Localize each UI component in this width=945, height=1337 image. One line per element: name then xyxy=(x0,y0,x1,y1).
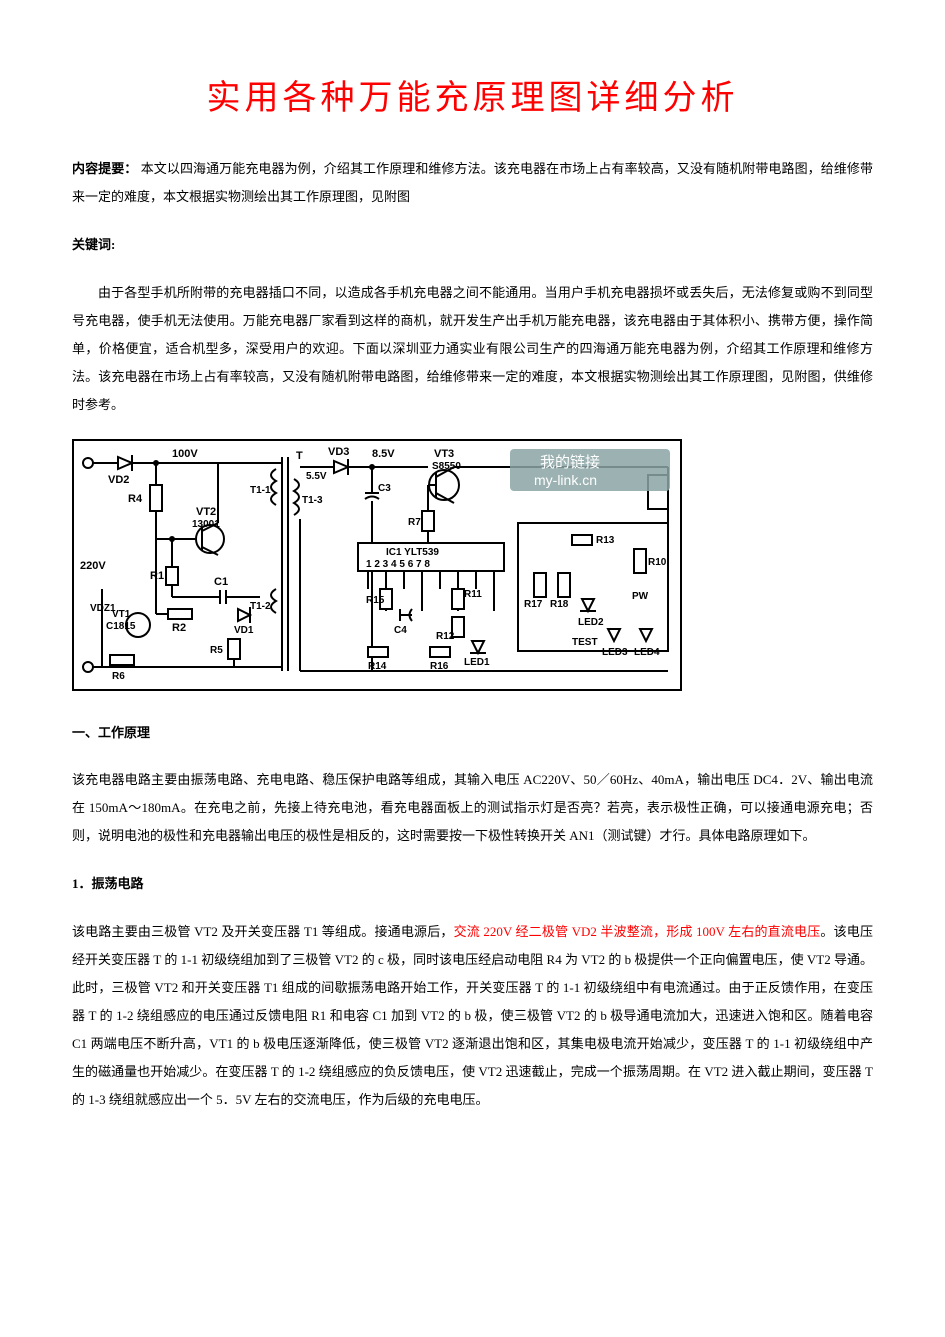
sub1-pre: 该电路主要由三极管 VT2 及开关变压器 T1 等组成。接通电源后， xyxy=(72,924,454,939)
lbl-c4: C4 xyxy=(394,625,407,636)
lbl-220v: 220V xyxy=(80,560,106,572)
lbl-vd1: VD1 xyxy=(234,625,254,636)
sub1-body: 该电路主要由三极管 VT2 及开关变压器 T1 等组成。接通电源后，交流 220… xyxy=(72,918,873,1114)
lbl-r7: R7 xyxy=(408,517,421,528)
lbl-vt2: VT2 xyxy=(196,506,216,518)
lbl-t12: T1-2 xyxy=(250,601,271,612)
abstract-label: 内容提要： xyxy=(72,161,137,176)
lbl-55v: 5.5V xyxy=(306,471,327,482)
intro-para: 由于各型手机所附带的充电器插口不同，以造成各手机充电器之间不能通用。当用户手机充… xyxy=(72,279,873,419)
sec1-body: 该充电器电路主要由振荡电路、充电电路、稳压保护电路等组成，其输入电压 AC220… xyxy=(72,766,873,850)
page-title: 实用各种万能充原理图详细分析 xyxy=(72,70,873,119)
lbl-r10: R10 xyxy=(648,557,667,568)
lbl-ic1: IC1 YLT539 xyxy=(386,547,439,558)
lbl-r5: R5 xyxy=(210,645,223,656)
lbl-vd3: VD3 xyxy=(328,446,349,458)
lbl-r17: R17 xyxy=(524,599,543,610)
lbl-vt2c: 13001 xyxy=(192,519,220,530)
sub1-head: 1．振荡电路 xyxy=(72,870,873,898)
lbl-vt3: VT3 xyxy=(434,448,454,460)
lbl-r18: R18 xyxy=(550,599,569,610)
lbl-pins: 1 2 3 4 5 6 7 8 xyxy=(366,559,430,570)
lbl-t11: T1-1 xyxy=(250,485,271,496)
lbl-85v: 8.5V xyxy=(372,448,395,460)
abstract-text: 本文以四海通万能充电器为例，介绍其工作原理和维修方法。该充电器在市场上占有率较高… xyxy=(72,161,873,204)
lbl-vt1c: C1815 xyxy=(106,621,136,632)
lbl-vd2: VD2 xyxy=(108,474,129,486)
lbl-pw: PW xyxy=(632,591,649,602)
lbl-r4: R4 xyxy=(128,493,143,505)
lbl-led3: LED3 xyxy=(602,647,628,658)
lbl-t13: T1-3 xyxy=(302,495,323,506)
lbl-led2: LED2 xyxy=(578,617,604,628)
lbl-r15: R15 xyxy=(366,595,385,606)
lbl-r6: R6 xyxy=(112,671,125,682)
sec1-head: 一、工作原理 xyxy=(72,719,873,747)
lbl-r1: R1 xyxy=(150,570,164,582)
lbl-t: T xyxy=(296,450,303,462)
circuit-diagram: 220V VD2 100V R4 VT2 13001 xyxy=(72,439,873,691)
lbl-r2: R2 xyxy=(172,622,186,634)
watermark-l1: 我的链接 xyxy=(540,454,600,471)
lbl-test: TEST xyxy=(572,637,598,648)
watermark-l2: my-link.cn xyxy=(534,472,597,488)
lbl-led4: LED4 xyxy=(634,647,660,658)
lbl-led1: LED1 xyxy=(464,657,490,668)
lbl-c3: C3 xyxy=(378,483,391,494)
lbl-r13: R13 xyxy=(596,535,615,546)
lbl-c1: C1 xyxy=(214,576,228,588)
abstract-para: 内容提要： 本文以四海通万能充电器为例，介绍其工作原理和维修方法。该充电器在市场… xyxy=(72,155,873,211)
sub1-post: 。该电压经开关变压器 T 的 1-1 初级绕组加到了三极管 VT2 的 c 极，… xyxy=(72,924,873,1107)
keywords-label: 关键词: xyxy=(72,237,115,252)
sub1-red: 交流 220V 经二极管 VD2 半波整流，形成 100V 左右的直流电压 xyxy=(454,924,821,939)
lbl-r11: R11 xyxy=(464,589,482,600)
lbl-r12: R12 xyxy=(436,631,455,642)
lbl-100v: 100V xyxy=(172,448,198,460)
keywords-para: 关键词: xyxy=(72,231,873,259)
